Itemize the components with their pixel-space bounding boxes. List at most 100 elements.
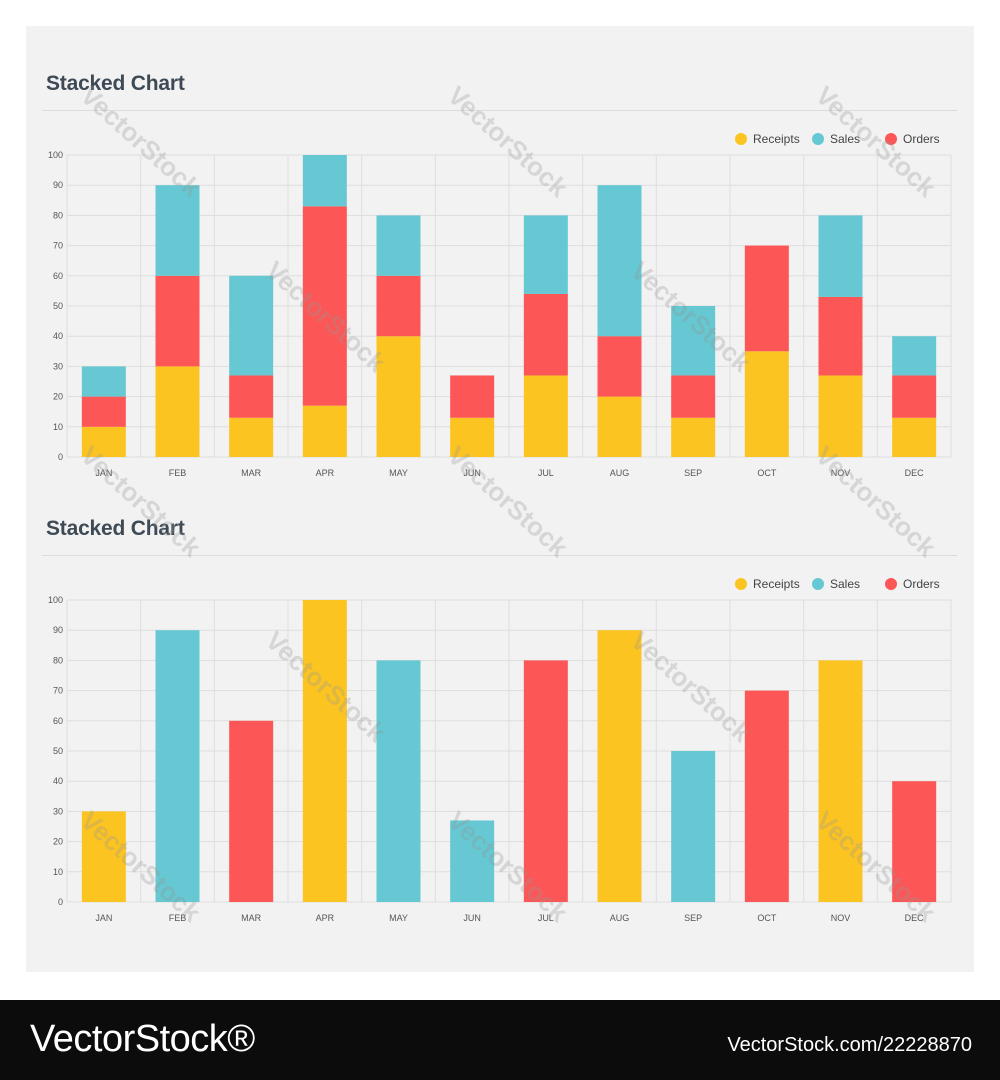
- x-tick-label: OCT: [757, 468, 777, 478]
- y-tick-label: 70: [53, 241, 63, 251]
- bar-receipts-mar: [229, 417, 274, 457]
- y-tick-label: 80: [53, 210, 63, 220]
- bar-aug: [597, 630, 642, 902]
- bar-sep: [671, 751, 716, 902]
- bar-orders-feb: [155, 275, 200, 367]
- bar-receipts-feb: [155, 366, 200, 457]
- y-tick-label: 20: [53, 837, 63, 847]
- x-tick-label: JAN: [95, 913, 112, 923]
- y-tick-label: 100: [48, 150, 63, 160]
- legend-item-receipts: Receipts: [735, 577, 800, 591]
- legend-item-sales: Sales: [812, 577, 860, 591]
- y-tick-label: 10: [53, 422, 63, 432]
- legend-item-sales: Sales: [812, 132, 860, 146]
- legend-label: Sales: [830, 132, 861, 146]
- bar-feb: [155, 630, 200, 902]
- y-tick-label: 30: [53, 361, 63, 371]
- bar-sales-jan: [81, 366, 126, 397]
- legend-item-receipts: Receipts: [735, 132, 800, 146]
- bar-jun: [450, 820, 495, 902]
- bar-orders-dec: [892, 375, 937, 418]
- x-tick-label: MAR: [241, 468, 262, 478]
- bar-sales-sep: [671, 306, 716, 376]
- y-tick-label: 60: [53, 716, 63, 726]
- x-tick-label: AUG: [610, 468, 630, 478]
- y-tick-label: 100: [48, 595, 63, 605]
- legend-swatch: [885, 578, 897, 590]
- legend-swatch: [812, 578, 824, 590]
- legend-label: Receipts: [753, 132, 800, 146]
- bar-receipts-oct: [744, 351, 789, 457]
- legend-label: Sales: [830, 577, 861, 591]
- bar-nov: [818, 660, 863, 902]
- bar-orders-mar: [229, 375, 274, 418]
- x-tick-label: MAY: [389, 468, 408, 478]
- bar-receipts-jan: [81, 426, 126, 457]
- bar-dec: [892, 781, 937, 902]
- bar-orders-jul: [523, 293, 568, 376]
- bar-receipts-may: [376, 336, 421, 457]
- y-tick-label: 70: [53, 686, 63, 696]
- x-tick-label: FEB: [169, 913, 187, 923]
- bar-orders-jan: [81, 396, 126, 427]
- bar-mar: [229, 720, 274, 902]
- stacked-bar-chart: 0 10 20 30 40 50 60 70 80 90 100 JAN FEB MAR APR MAY JUN…: [48, 150, 952, 478]
- x-tick-label: FEB: [169, 468, 187, 478]
- x-tick-label: MAR: [241, 913, 262, 923]
- y-tick-label: 50: [53, 301, 63, 311]
- y-tick-label: 0: [58, 452, 63, 462]
- image-id: VectorStock.com/22228870: [727, 1034, 972, 1056]
- bar-sales-jul: [523, 215, 568, 294]
- y-tick-label: 40: [53, 776, 63, 786]
- bar-sales-nov: [818, 215, 863, 297]
- bar-orders-may: [376, 275, 421, 337]
- legend-swatch: [735, 578, 747, 590]
- legend-label: Orders: [903, 132, 940, 146]
- bar-orders-oct: [744, 245, 789, 352]
- x-tick-label: DEC: [905, 468, 925, 478]
- bar-sales-mar: [229, 275, 274, 376]
- bar-may: [376, 660, 421, 902]
- x-tick-label: OCT: [757, 913, 777, 923]
- bar-receipts-dec: [892, 417, 937, 457]
- legend-swatch: [812, 133, 824, 145]
- title-divider: [42, 110, 957, 111]
- bar-receipts-apr: [302, 405, 347, 457]
- y-tick-label: 60: [53, 271, 63, 281]
- legend-label: Orders: [903, 577, 940, 591]
- bar-receipts-aug: [597, 396, 642, 457]
- x-tick-label: JAN: [95, 468, 112, 478]
- x-tick-label: JUL: [538, 468, 554, 478]
- bar-receipts-nov: [818, 375, 863, 457]
- y-tick-label: 30: [53, 806, 63, 816]
- bar-orders-apr: [302, 206, 347, 406]
- bar-jan: [81, 811, 126, 902]
- legend-item-orders: Orders: [885, 577, 940, 591]
- x-tick-label: JUL: [538, 913, 554, 923]
- x-tick-label: AUG: [610, 913, 630, 923]
- bar-sales-dec: [892, 336, 937, 376]
- x-tick-label: APR: [316, 913, 335, 923]
- bar-receipts-sep: [671, 417, 716, 457]
- bar-sales-may: [376, 215, 421, 276]
- y-tick-label: 20: [53, 392, 63, 402]
- bar-sales-aug: [597, 185, 642, 337]
- x-tick-label: JUN: [463, 913, 481, 923]
- x-tick-label: NOV: [831, 913, 851, 923]
- bar-oct: [744, 690, 789, 902]
- bar-apr: [302, 600, 347, 902]
- bar-jul: [523, 660, 568, 902]
- legend-swatch: [885, 133, 897, 145]
- y-tick-label: 90: [53, 625, 63, 635]
- y-tick-label: 40: [53, 331, 63, 341]
- bar-orders-jun: [450, 375, 495, 418]
- x-tick-label: NOV: [831, 468, 851, 478]
- brand-logo-text: VectorStock®: [30, 1018, 255, 1060]
- chart-title: Stacked Chart: [46, 517, 185, 540]
- y-tick-label: 0: [58, 897, 63, 907]
- x-tick-label: APR: [316, 468, 335, 478]
- x-tick-label: JUN: [463, 468, 481, 478]
- x-tick-label: MAY: [389, 913, 408, 923]
- bar-sales-apr: [302, 155, 347, 207]
- legend-label: Receipts: [753, 577, 800, 591]
